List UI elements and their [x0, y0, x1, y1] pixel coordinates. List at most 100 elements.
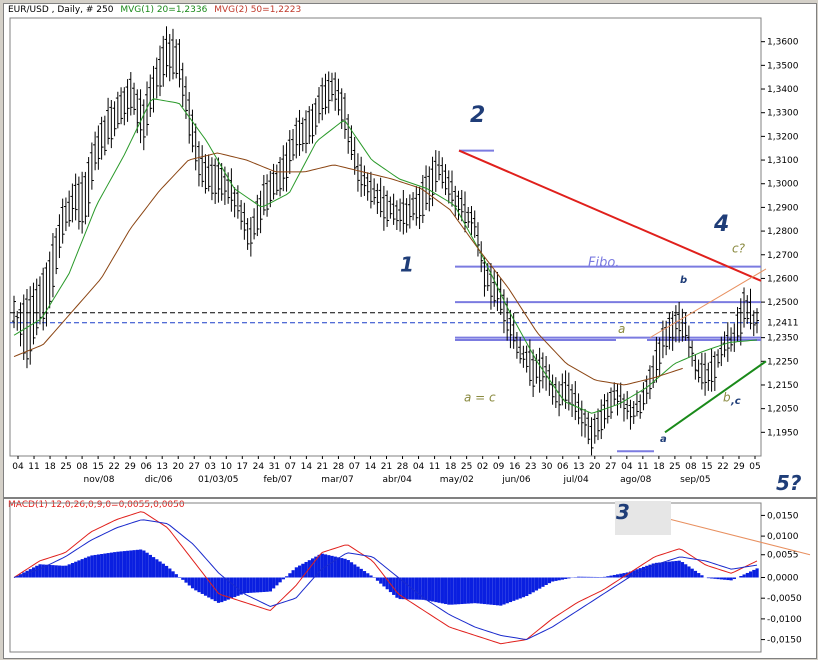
macd-histogram-bar	[547, 577, 552, 584]
macd-histogram-bar	[320, 553, 324, 578]
price-bar	[265, 174, 270, 217]
x-day-label: 13	[156, 462, 167, 472]
price-bar	[355, 153, 360, 192]
macd-histogram-bar	[648, 564, 652, 578]
x-day-label: 18	[653, 462, 665, 472]
price-bar	[128, 72, 133, 116]
macd-histogram-bar	[732, 577, 736, 580]
macd-histogram-bar	[557, 577, 561, 581]
macd-histogram-bar	[710, 577, 714, 579]
x-day-label: 07	[285, 462, 296, 472]
price-bar	[158, 45, 163, 97]
macd-histogram-bar	[388, 577, 393, 593]
macd-histogram-bar	[298, 565, 302, 578]
price-bar	[333, 72, 338, 111]
x-day-label: 24	[253, 462, 265, 472]
price-bar	[148, 74, 153, 117]
price-bar	[167, 33, 172, 82]
price-bar	[12, 295, 16, 329]
price-bar	[420, 174, 425, 224]
macd-histogram-bar	[139, 549, 143, 578]
macd-histogram-bar	[346, 560, 350, 578]
macd-histogram-bar	[155, 559, 159, 578]
macd-histogram-bar	[168, 568, 172, 578]
price-bar	[514, 332, 519, 359]
macd-histogram-bar	[453, 577, 457, 605]
x-day-label: 21	[317, 462, 328, 472]
price-bar	[209, 157, 214, 201]
x-day-label: 08	[76, 462, 88, 472]
macd-histogram-bar	[619, 573, 623, 578]
x-day-label: 25	[669, 462, 680, 472]
price-bar	[625, 391, 630, 420]
price-bar	[219, 163, 224, 201]
macd-histogram-bar	[641, 566, 646, 578]
macd-histogram-bar	[35, 565, 39, 578]
macd-histogram-bar	[612, 574, 616, 578]
y-tick-label: 1,2700	[767, 251, 799, 261]
price-bar	[475, 222, 480, 257]
price-bar	[638, 394, 643, 419]
macd-histogram-bar	[226, 577, 230, 600]
macd-histogram-bar	[349, 562, 354, 578]
macd-histogram-bar	[80, 559, 84, 578]
price-bar	[67, 190, 72, 227]
macd-histogram-bar	[203, 577, 208, 596]
macd-histogram-bar	[466, 577, 470, 604]
wave5-label: 5?	[776, 471, 802, 495]
price-bar	[440, 157, 445, 189]
x-day-label: 14	[365, 462, 377, 472]
macd-histogram-bar	[385, 577, 389, 590]
y-tick-label: 1,3500	[767, 61, 799, 71]
price-bar	[320, 77, 325, 121]
macd-histogram-bar	[246, 577, 250, 594]
price-bar	[70, 183, 75, 223]
macd-histogram-bar	[518, 577, 522, 599]
price-bar	[261, 174, 266, 216]
macd-histogram-bar	[434, 577, 438, 603]
price-bar	[566, 372, 571, 411]
price-bar	[495, 271, 500, 312]
price-bar	[391, 193, 396, 225]
price-bar	[60, 198, 65, 244]
macd-histogram-bar	[538, 577, 542, 589]
price-bar	[193, 123, 198, 171]
x-day-label: 09	[493, 462, 505, 472]
price-bar	[729, 327, 734, 352]
macd-histogram-bar	[489, 577, 493, 605]
x-day-label: 18	[44, 462, 56, 472]
macd-histogram-bar	[700, 575, 704, 578]
macd-histogram-bar	[479, 577, 483, 604]
price-bar	[488, 263, 493, 310]
price-bar	[174, 39, 179, 79]
macd-histogram-bar	[74, 561, 78, 578]
x-month-label: may/02	[440, 475, 474, 485]
price-bar	[634, 390, 639, 417]
price-bar	[553, 377, 558, 408]
price-bar	[31, 282, 36, 345]
y-tick-label: 1,2250	[767, 357, 799, 367]
price-bar	[154, 57, 159, 99]
macd-histogram-bar	[132, 550, 136, 578]
chart-annotation: b	[723, 391, 731, 405]
macd-y-tick-label: -0,0050	[767, 594, 802, 604]
macd-histogram-bar	[38, 564, 42, 578]
macd-histogram-bar	[554, 577, 558, 581]
macd-histogram-bar	[560, 577, 565, 580]
price-bar	[647, 365, 652, 400]
price-bar	[37, 276, 42, 325]
macd-histogram-bar	[421, 577, 425, 600]
price-bar	[670, 311, 675, 351]
x-month-label: jun/06	[501, 475, 531, 485]
price-bar	[446, 170, 451, 204]
macd-histogram-bar	[210, 577, 214, 600]
price-bar	[326, 71, 331, 114]
price-bar	[427, 166, 432, 212]
price-bar	[472, 210, 477, 238]
y-tick-label: 1,2900	[767, 203, 799, 213]
x-day-label: 22	[108, 462, 119, 472]
macd-y-tick-label: 0,0100	[767, 532, 799, 542]
y-tick-label: 1,3400	[767, 85, 799, 95]
price-bar	[644, 375, 649, 404]
x-month-label: jul/04	[562, 475, 588, 485]
